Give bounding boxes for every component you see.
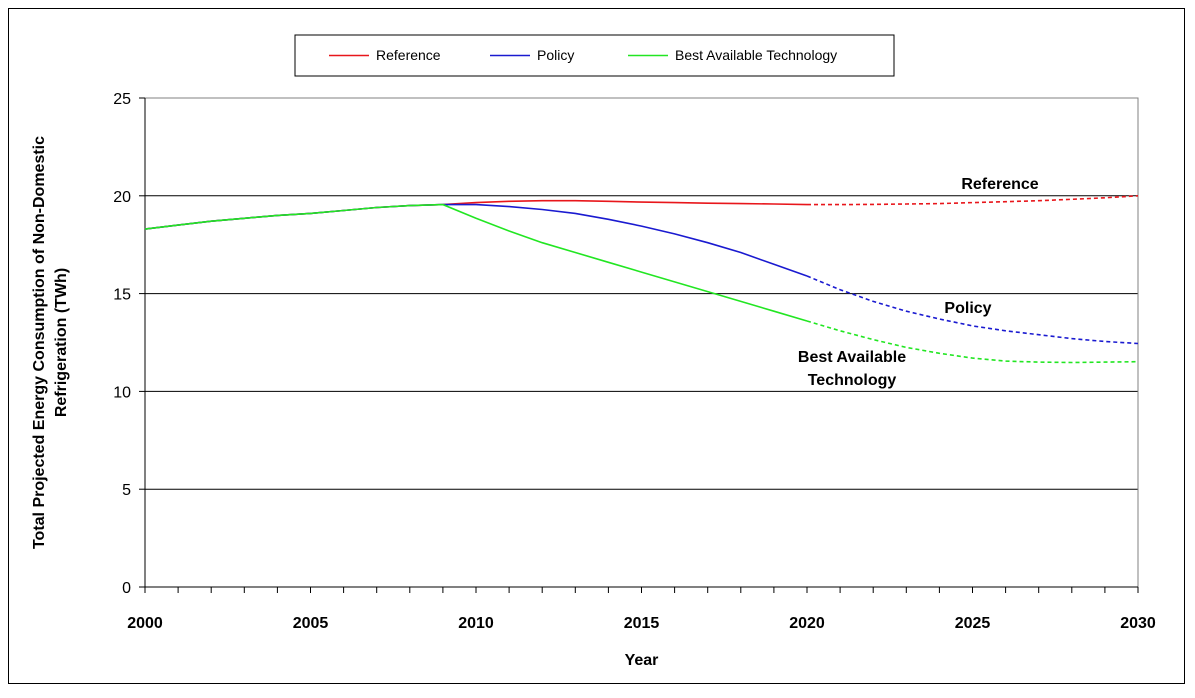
y-tick-label: 25 (113, 91, 131, 108)
series-projection-policy (806, 275, 1139, 345)
annotation-reference: Reference (961, 176, 1038, 193)
legend-label: Reference (376, 47, 441, 63)
annotation-best-available-technology: Best Available Technology (798, 349, 906, 389)
y-axis-title-line: Refrigeration (TWh) (53, 268, 70, 417)
x-tick-label: 2015 (624, 615, 660, 632)
x-tick-label: 2000 (127, 615, 163, 632)
x-tick-label: 2020 (789, 615, 825, 632)
y-tick-label: 20 (113, 189, 131, 206)
series-projection-best-available-technology (806, 320, 1139, 364)
gridlines (145, 195, 1138, 490)
legend-label: Policy (537, 47, 574, 63)
series-best-available-technology (144, 203, 1139, 364)
x-tick-label: 2030 (1120, 615, 1156, 632)
x-tick-label: 2025 (955, 615, 991, 632)
line-annotations: Reference Policy Best Available Technology (798, 176, 1039, 389)
x-axis: 2000 2005 2010 2015 2020 2025 2030 (127, 586, 1156, 632)
chart-frame (8, 8, 1185, 684)
y-axis: 0 5 10 15 20 25 (113, 91, 146, 597)
x-tick-label: 2005 (293, 615, 329, 632)
y-axis-title: Total Projected Energy Consumption of No… (31, 136, 70, 549)
y-tick-label: 10 (113, 384, 131, 401)
y-axis-title-line: Total Projected Energy Consumption of No… (31, 136, 48, 549)
legend: Reference Policy Best Available Technology (294, 34, 895, 77)
legend-box (294, 34, 895, 77)
y-tick-label: 15 (113, 287, 131, 304)
y-tick-label: 0 (122, 580, 131, 597)
series-projection-reference (807, 195, 1139, 206)
x-axis-title: Year (625, 652, 659, 669)
series-lines (144, 195, 1139, 364)
legend-label: Best Available Technology (675, 47, 837, 63)
y-tick-label: 5 (122, 482, 131, 499)
x-tick-label: 2010 (458, 615, 494, 632)
legend-item-best-available-technology: Best Available Technology (628, 47, 837, 63)
legend-item-reference: Reference (329, 47, 441, 63)
legend-item-policy: Policy (490, 47, 574, 63)
annotation-policy: Policy (944, 300, 991, 317)
series-line-best-available-technology (144, 203, 808, 322)
